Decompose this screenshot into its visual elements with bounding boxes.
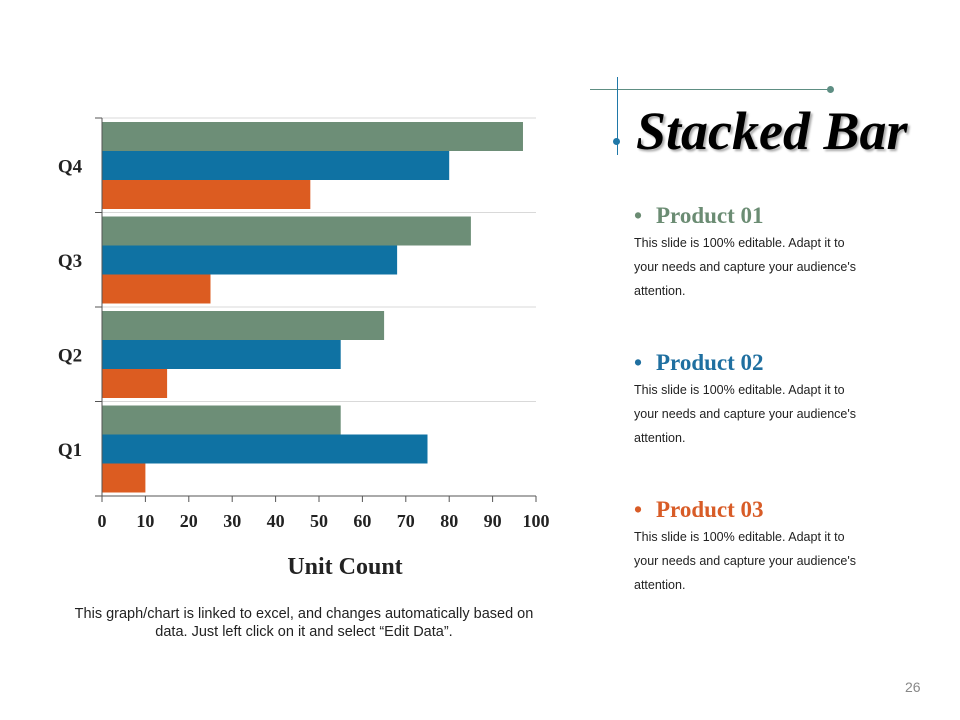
chart-bars (102, 122, 523, 493)
product-03-heading: • Product 03 (634, 497, 914, 523)
bullet-icon: • (634, 497, 643, 522)
bar-q2-product-01 (102, 311, 385, 340)
slide-title: Stacked Bar (636, 101, 908, 161)
bar-q4-product-02 (102, 151, 450, 180)
x-tick-label: 30 (223, 511, 241, 531)
y-tick-label: Q2 (58, 345, 82, 366)
y-tick-label: Q1 (58, 440, 82, 461)
x-tick-label: 100 (523, 511, 550, 531)
product-02-name: Product 02 (656, 350, 764, 375)
bar-q1-product-02 (102, 434, 428, 464)
x-tick-label: 60 (353, 511, 371, 531)
y-tick-label: Q3 (58, 251, 82, 272)
title-decoration-dot (613, 138, 620, 145)
x-axis-title: Unit Count (287, 554, 402, 580)
product-02-heading: • Product 02 (634, 350, 914, 376)
chart-axes: Q1 Q2 Q3 Q4 0 10 20 30 40 50 60 70 80 90 100 (58, 117, 550, 531)
title-decoration-line-vertical (617, 77, 618, 155)
y-tick-label: Q4 (58, 156, 83, 177)
bar-q3-product-03 (102, 274, 211, 304)
product-02-description: This slide is 100% editable. Adapt it to… (634, 383, 856, 445)
chart-gridlines (102, 117, 536, 402)
page-number: 26 (905, 679, 921, 695)
product-01-heading: • Product 01 (634, 203, 914, 229)
x-tick-label: 0 (98, 511, 107, 531)
product-03-name: Product 03 (656, 497, 764, 522)
x-tick-label: 50 (310, 511, 328, 531)
product-03-description: This slide is 100% editable. Adapt it to… (634, 530, 856, 592)
bar-q3-product-02 (102, 245, 398, 275)
bar-q4-product-01 (102, 122, 523, 151)
product-02-block: • Product 02 This slide is 100% editable.… (634, 350, 914, 450)
x-tick-label: 90 (484, 511, 502, 531)
title-decoration-dot (827, 86, 834, 93)
chart-footnote: This graph/chart is linked to excel, and… (74, 606, 534, 640)
bullet-icon: • (634, 203, 643, 228)
bar-q1-product-01 (102, 405, 341, 435)
bar-q4-product-03 (102, 180, 311, 209)
product-01-name: Product 01 (656, 203, 764, 228)
product-03-block: • Product 03 This slide is 100% editable.… (634, 497, 914, 597)
bar-q2-product-03 (102, 369, 168, 398)
x-tick-label: 70 (397, 511, 415, 531)
product-01-description: This slide is 100% editable. Adapt it to… (634, 236, 856, 298)
title-decoration-line (590, 89, 830, 90)
bar-q2-product-02 (102, 340, 341, 369)
x-tick-label: 20 (180, 511, 198, 531)
bullet-icon: • (634, 350, 643, 375)
bar-q1-product-03 (102, 463, 146, 493)
x-tick-label: 80 (440, 511, 458, 531)
x-tick-label: 10 (136, 511, 154, 531)
x-tick-label: 40 (267, 511, 285, 531)
product-01-block: • Product 01 This slide is 100% editable.… (634, 203, 914, 303)
bar-q3-product-01 (102, 216, 471, 246)
